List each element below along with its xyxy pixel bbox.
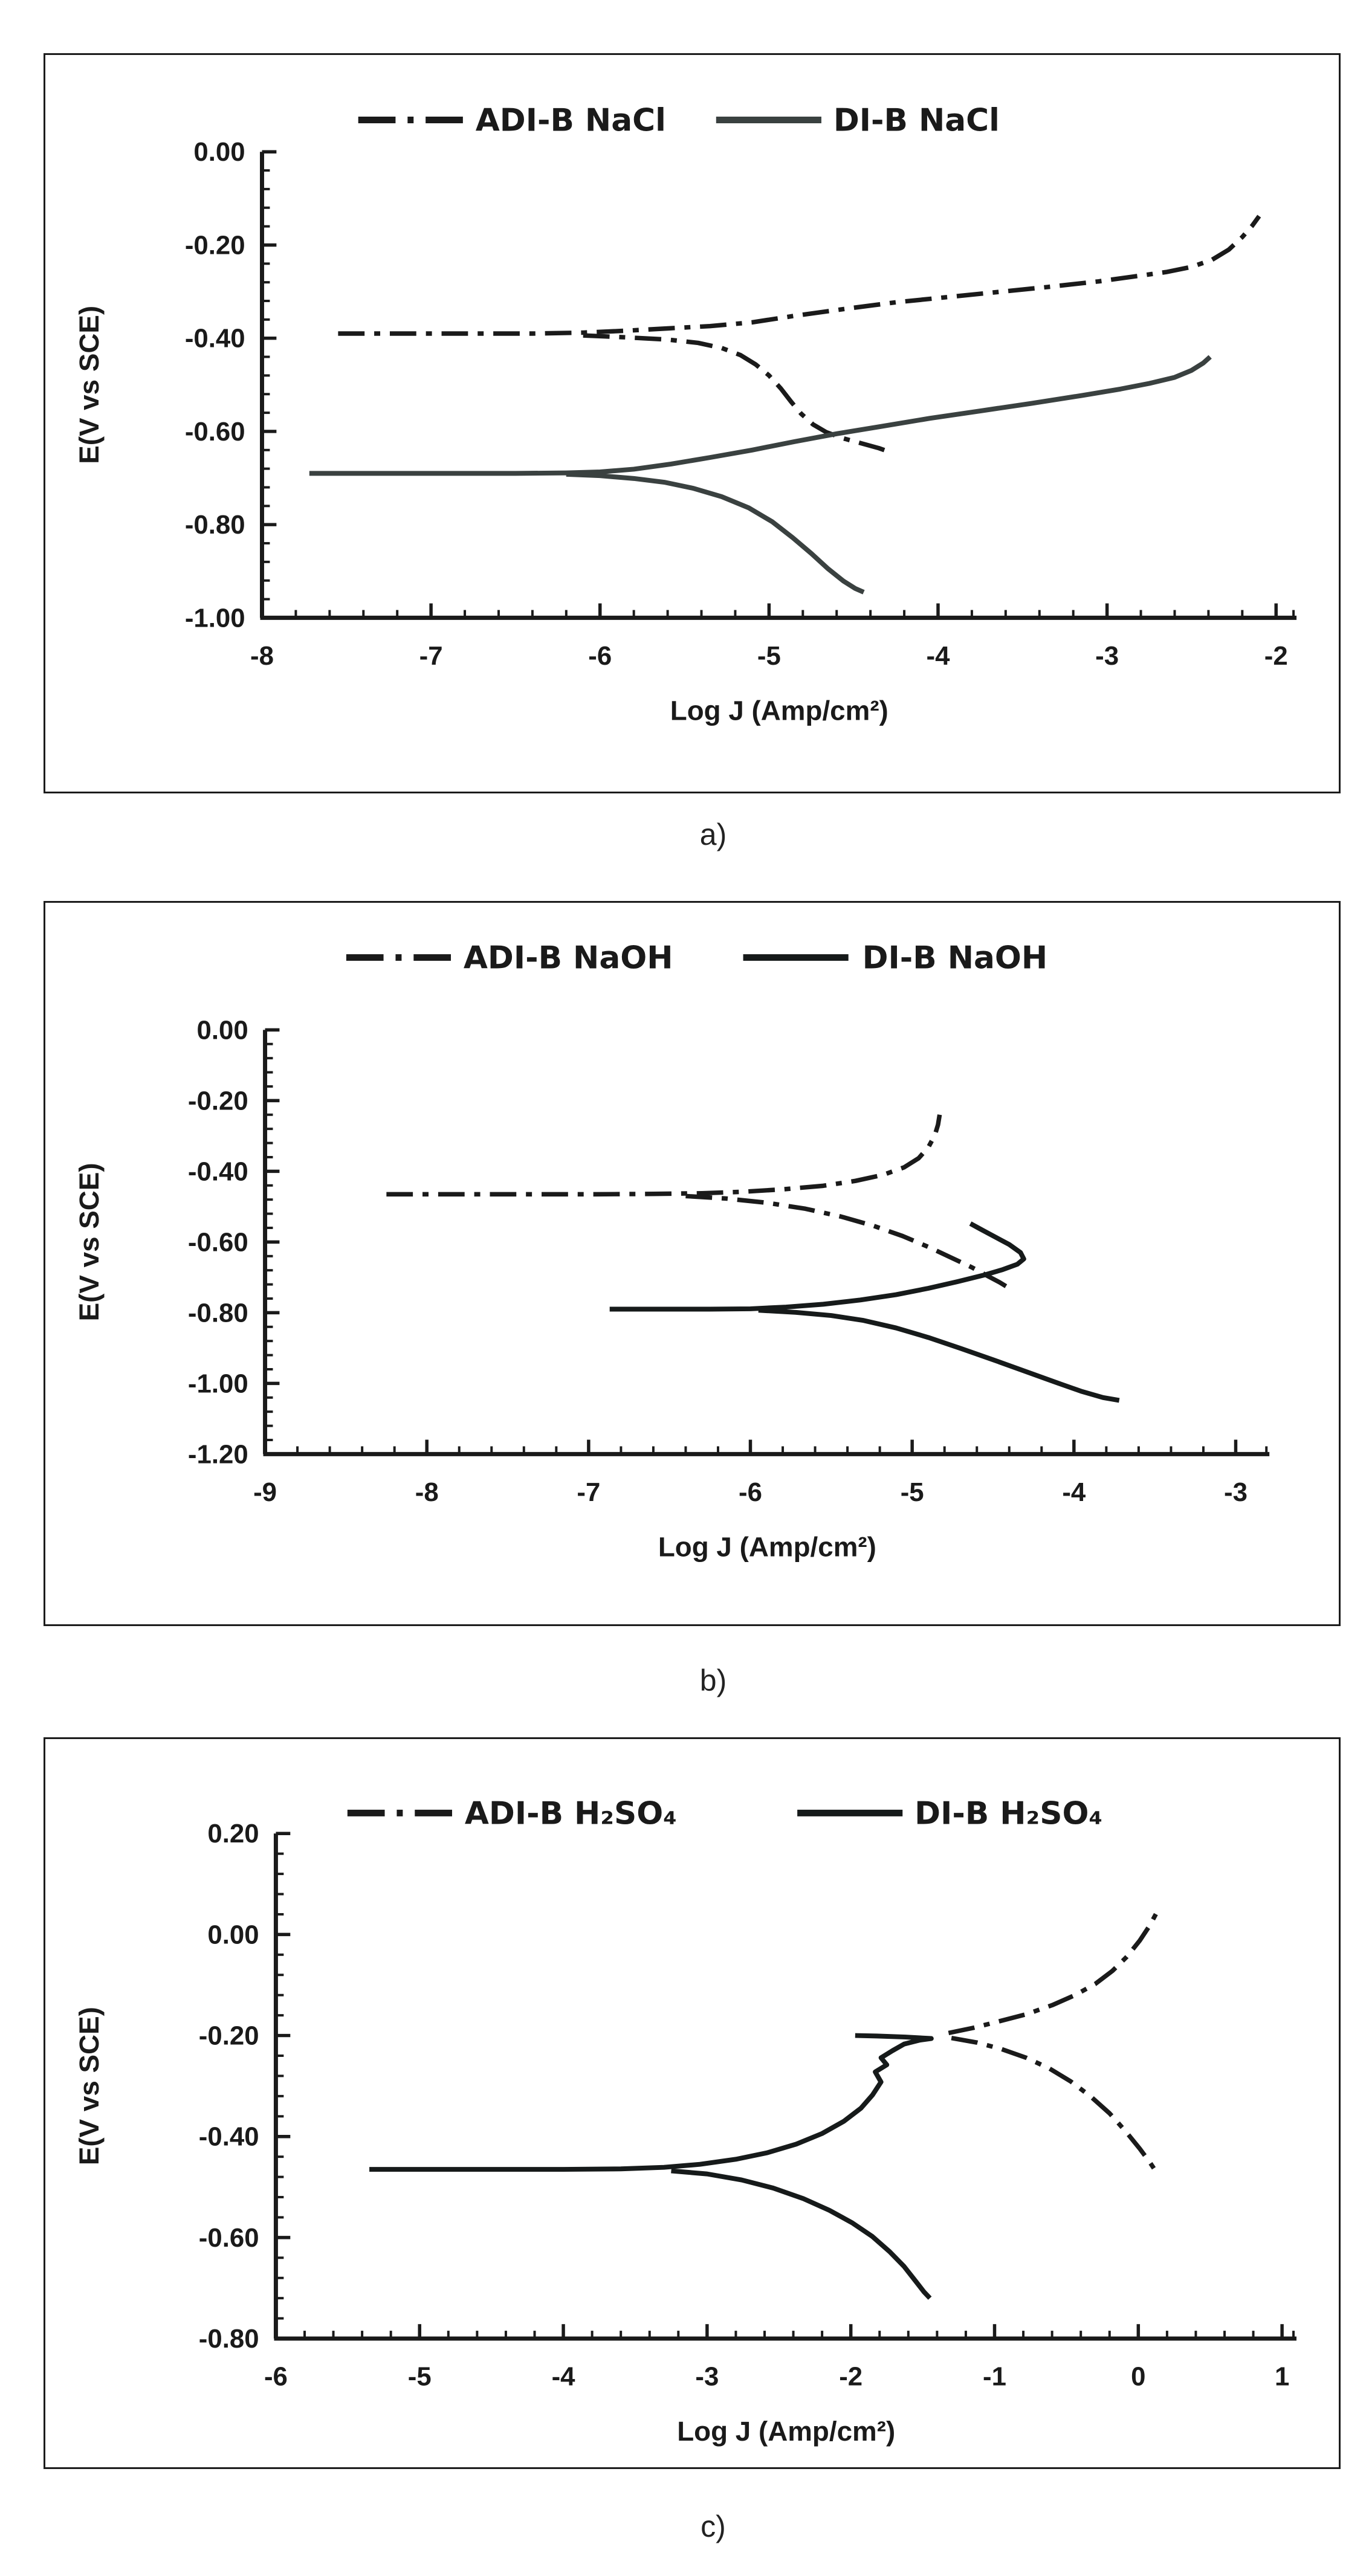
svg-text:-3: -3 [695, 2362, 719, 2392]
svg-text:-0.60: -0.60 [188, 1227, 248, 1257]
svg-text:-0.60: -0.60 [199, 2223, 259, 2253]
legend-label: DI-B H₂SO₄ [914, 1795, 1102, 1832]
svg-text:-6: -6 [264, 2362, 288, 2392]
panel-b-caption: b) [699, 1664, 727, 1697]
panel-a: 0.00 -0.20 -0.40 -0.60 -0.80 -1.00 -8 -7 -6 -5 -4 -… [44, 53, 1341, 793]
svg-text:-0.20: -0.20 [199, 2021, 259, 2050]
svg-text:-6: -6 [588, 641, 612, 671]
svg-text:-0.80: -0.80 [199, 2324, 259, 2354]
svg-text:-8: -8 [250, 641, 274, 671]
x-axis-title: Log J (Amp/cm²) [670, 696, 888, 726]
svg-text:-6: -6 [739, 1477, 762, 1507]
svg-text:-5: -5 [901, 1477, 924, 1507]
svg-text:-4: -4 [552, 2362, 576, 2392]
chart-b-naoh-polarization: 0.00 -0.20 -0.40 -0.60 -0.80 -1.00 -1.20-9 -8 -7… [74, 940, 1270, 1563]
svg-text:0: 0 [1131, 2362, 1145, 2392]
svg-text:-4: -4 [927, 641, 951, 671]
svg-text:-7: -7 [419, 641, 443, 671]
legend-label: DI-B NaCl [833, 102, 1000, 138]
svg-text:-0.80: -0.80 [185, 510, 245, 540]
svg-text:-2: -2 [839, 2362, 863, 2392]
svg-text:-0.80: -0.80 [188, 1298, 248, 1328]
svg-text:-2: -2 [1264, 641, 1288, 671]
legend-label: ADI-B H₂SO₄ [465, 1795, 677, 1832]
svg-text:0.00: 0.00 [193, 137, 245, 167]
svg-text:-8: -8 [415, 1477, 439, 1507]
x-axis-title: Log J (Amp/cm²) [677, 2416, 895, 2447]
panel-c: 0.20 0.00 -0.20 -0.40 -0.60 -0.80 -6 -5 -4 -3 -2 -1… [44, 1737, 1341, 2469]
svg-text:-1: -1 [983, 2362, 1006, 2392]
y-axis-title: E(V vs SCE) [74, 306, 105, 464]
panel-c-caption: c) [701, 2510, 726, 2543]
svg-text:-0.20: -0.20 [188, 1086, 248, 1115]
legend-label: ADI-B NaCl [476, 102, 666, 138]
svg-text:-5: -5 [408, 2362, 432, 2392]
svg-text:0.20: 0.20 [207, 1819, 259, 1848]
svg-text:-7: -7 [577, 1477, 600, 1507]
svg-text:-1.00: -1.00 [188, 1369, 248, 1398]
y-axis-title: E(V vs SCE) [74, 1163, 105, 1321]
svg-text:-0.40: -0.40 [185, 324, 245, 353]
panel-a-caption: a) [699, 818, 727, 851]
y-axis-title: E(V vs SCE) [74, 2007, 105, 2165]
svg-text:1: 1 [1275, 2362, 1289, 2392]
svg-text:-1.20: -1.20 [188, 1439, 248, 1469]
svg-text:-0.20: -0.20 [185, 230, 245, 260]
svg-text:-0.40: -0.40 [199, 2122, 259, 2152]
svg-text:-4: -4 [1062, 1477, 1086, 1507]
panel-b: 0.00 -0.20 -0.40 -0.60 -0.80 -1.00 -1.20 -9 -8 -7… [44, 901, 1341, 1626]
svg-text:-0.40: -0.40 [188, 1157, 248, 1186]
svg-text:-9: -9 [253, 1477, 277, 1507]
svg-text:-5: -5 [757, 641, 781, 671]
svg-text:0.00: 0.00 [197, 1015, 248, 1045]
svg-text:-3: -3 [1095, 641, 1119, 671]
svg-text:0.00: 0.00 [207, 1920, 259, 1949]
chart-a-nacl-polarization: 0.00 -0.20 -0.40 -0.60 -0.80 -1.00-8 -7 -6 -5 -4 -… [74, 102, 1297, 726]
svg-text:-1.00: -1.00 [185, 603, 245, 633]
x-axis-title: Log J (Amp/cm²) [658, 1532, 876, 1563]
legend-label: DI-B NaOH [863, 940, 1048, 976]
svg-text:-0.60: -0.60 [185, 417, 245, 447]
chart-c-h2so4-polarization: 0.20 0.00 -0.20 -0.40 -0.60 -0.80-6 -5 -4 -3 -2 -1… [74, 1795, 1297, 2447]
svg-text:-3: -3 [1224, 1477, 1248, 1507]
legend-label: ADI-B NaOH [464, 940, 673, 976]
